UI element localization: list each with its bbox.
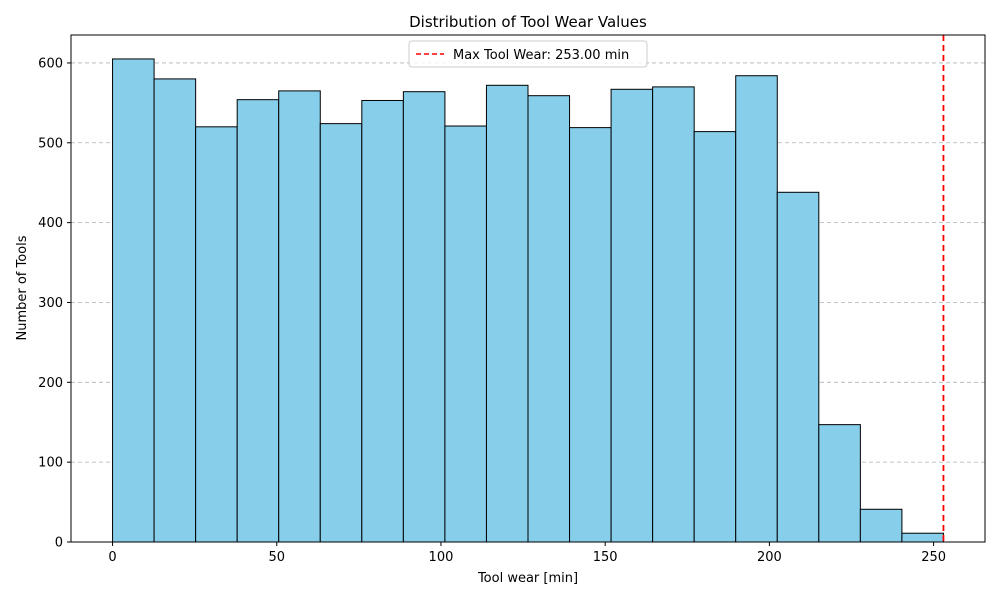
x-axis-label: Tool wear [min] bbox=[477, 571, 578, 586]
x-tick-label: 150 bbox=[593, 550, 618, 565]
histogram-bar bbox=[402, 91, 446, 543]
y-tick-label: 200 bbox=[38, 376, 63, 391]
y-tick-label: 100 bbox=[38, 456, 63, 471]
y-tick-label: 0 bbox=[55, 536, 63, 551]
x-axis-ticks: 0 50 100 150 200 250 bbox=[108, 542, 946, 565]
y-tick-label: 300 bbox=[38, 296, 63, 311]
histogram-bar bbox=[735, 75, 778, 543]
histogram-bar bbox=[485, 84, 529, 543]
bars bbox=[112, 58, 944, 543]
histogram-bar bbox=[195, 126, 238, 543]
y-tick-label: 500 bbox=[38, 136, 63, 151]
histogram-bar bbox=[901, 532, 944, 543]
histogram-bar bbox=[569, 127, 612, 543]
histogram-bar bbox=[361, 99, 404, 543]
histogram-bar bbox=[776, 191, 820, 543]
x-tick-label: 100 bbox=[429, 550, 454, 565]
plot-frame bbox=[70, 34, 986, 543]
x-tick-label: 250 bbox=[921, 550, 946, 565]
legend-label: Max Tool Wear: 253.00 min bbox=[453, 48, 629, 63]
chart-title: Distribution of Tool Wear Values bbox=[409, 13, 647, 31]
y-tick-label: 400 bbox=[38, 216, 63, 231]
y-tick-label: 600 bbox=[38, 56, 63, 71]
histogram-bar bbox=[652, 86, 695, 543]
legend: Max Tool Wear: 253.00 min bbox=[408, 40, 648, 68]
histogram-bar bbox=[278, 90, 321, 543]
histogram-bar bbox=[444, 125, 487, 543]
x-tick-label: 50 bbox=[268, 550, 285, 565]
histogram-bar bbox=[236, 99, 280, 543]
x-tick-label: 200 bbox=[757, 550, 782, 565]
histogram-bar bbox=[153, 78, 197, 543]
histogram-bar bbox=[319, 123, 363, 543]
y-axis-label: Number of Tools bbox=[15, 235, 30, 340]
x-tick-label: 0 bbox=[108, 550, 116, 565]
histogram-bar bbox=[859, 508, 903, 543]
histogram-bar bbox=[693, 131, 737, 543]
legend-box bbox=[408, 40, 648, 68]
y-axis-ticks: 0 100 200 300 400 500 600 bbox=[38, 56, 71, 551]
histogram-bar bbox=[527, 95, 571, 543]
histogram-bar bbox=[112, 58, 155, 543]
histogram-bar bbox=[610, 88, 654, 543]
histogram-bar bbox=[818, 424, 861, 543]
